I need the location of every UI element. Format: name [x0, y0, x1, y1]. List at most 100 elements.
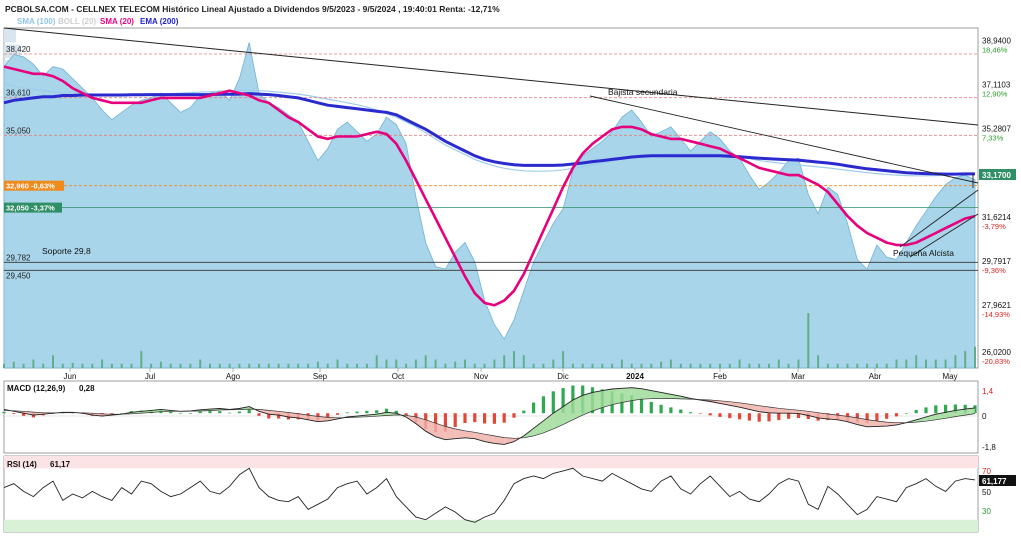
- volume-bar: [591, 363, 594, 368]
- macd-hist-bar: [2, 411, 6, 414]
- price-axis-tick: 38,9400: [982, 37, 1011, 46]
- volume-bar: [807, 313, 810, 368]
- sma20-line: [3, 65, 976, 307]
- price-axis-tick: 31,6214: [982, 213, 1011, 222]
- x-axis-label: Abr: [869, 372, 882, 381]
- volume-bar: [748, 363, 751, 368]
- macd-hist-bar: [512, 413, 516, 418]
- volume-bar: [258, 363, 260, 368]
- volume-bar: [61, 363, 64, 368]
- volume-bar: [826, 363, 829, 368]
- macd-fill-segment: [455, 428, 465, 439]
- annotation-support: Soporte 29,8: [42, 246, 91, 256]
- volume-bar: [326, 363, 329, 368]
- volume-bar: [866, 363, 869, 368]
- macd-fill-segment: [415, 417, 426, 432]
- last-price-label: 33,1700: [982, 171, 1011, 180]
- macd-hist-bar: [394, 410, 398, 414]
- macd-hist-bar: [924, 407, 928, 414]
- legend-sma100: SMA (100): [17, 17, 56, 26]
- macd-fill-segment: [945, 410, 956, 419]
- volume-bar: [964, 351, 967, 368]
- volume-bar: [699, 363, 702, 368]
- x-axis-label: Jul: [145, 372, 155, 381]
- volume-bar: [630, 363, 633, 368]
- volume-bar: [464, 359, 466, 368]
- volume-bar: [817, 355, 820, 368]
- volume-bar: [542, 363, 545, 368]
- macd-hist-bar: [561, 388, 565, 414]
- macd-fill-segment: [317, 416, 328, 422]
- volume-bar: [277, 363, 280, 368]
- volume-bar: [395, 359, 398, 368]
- macd-hist-bar: [404, 413, 408, 416]
- macd-hist-bar: [865, 413, 869, 424]
- volume-bar: [130, 363, 133, 368]
- long-downtrend-line: [3, 27, 979, 126]
- chart-title: PCBOLSA.COM - CELLNEX TELECOM Histórico …: [5, 4, 500, 14]
- volume-bar: [571, 363, 574, 368]
- macd-hist-bar: [522, 410, 526, 414]
- macd-tick-bottom: -1,8: [982, 443, 996, 452]
- volume-bar: [22, 363, 25, 368]
- macd-tick-zero: 0: [982, 412, 987, 421]
- volume-profile-bar: [4, 29, 16, 43]
- macd-fill-segment: [259, 409, 269, 415]
- macd-hist-bar: [473, 413, 477, 423]
- volume-bar: [562, 351, 565, 368]
- level-tag-box: [4, 180, 64, 191]
- macd-hist-bar: [443, 413, 447, 432]
- x-axis-labels: Jun Jul Ago Sep Oct Nov Dic 2024 Feb Mar Abr May: [64, 368, 958, 381]
- macd-fill-segment: [592, 390, 603, 411]
- volume-bar: [513, 351, 515, 368]
- volume-bar: [316, 361, 319, 368]
- volume-bar: [81, 363, 84, 368]
- macd-hist-bar: [698, 413, 702, 414]
- rsi-tick-30: 30: [982, 507, 991, 516]
- macd-fill-segment: [553, 406, 564, 429]
- macd-hist-bar: [767, 413, 771, 422]
- volume-bar: [905, 359, 908, 368]
- price-axis-pct: -3,79%: [982, 222, 1006, 231]
- level-tag-box: [4, 202, 62, 213]
- volume-bar: [120, 363, 123, 368]
- price-axis-pct: 12,90%: [982, 90, 1008, 99]
- x-axis-label: Mar: [791, 372, 805, 381]
- macd-hist-bar: [208, 411, 212, 414]
- macd-fill-segment: [916, 417, 926, 423]
- volume-bar: [32, 359, 35, 368]
- macd-hist-bar: [483, 413, 487, 424]
- macd-fill-segment: [464, 430, 475, 439]
- macd-fill-segment: [925, 414, 936, 422]
- macd-fill-segment: [651, 390, 662, 399]
- volume-bar: [199, 359, 202, 368]
- volume-bar: [375, 355, 378, 368]
- volume-bar: [365, 363, 368, 368]
- volume-bar: [238, 363, 241, 368]
- volume-bar: [758, 363, 761, 368]
- volume-bar: [414, 359, 417, 368]
- macd-hist-bar: [551, 391, 555, 414]
- x-axis-label: Nov: [474, 372, 488, 381]
- volume-bar: [91, 363, 94, 368]
- macd-hist-bar: [326, 413, 330, 418]
- x-axis-label: Dic: [557, 372, 569, 381]
- macd-hist-bar: [198, 411, 202, 414]
- macd-fill-segment: [818, 412, 828, 419]
- volume-bar: [611, 363, 614, 368]
- volume-bar: [140, 351, 143, 368]
- macd-hist-bar: [532, 402, 536, 414]
- macd-fill-segment: [621, 387, 632, 403]
- volume-bar: [669, 359, 672, 368]
- price-axis-tick: 35,2807: [982, 125, 1011, 134]
- macd-fill-segment: [719, 400, 730, 406]
- rsi-tick-50: 50: [982, 488, 991, 497]
- macd-fill-segment: [425, 419, 436, 437]
- volume-bar: [110, 363, 113, 368]
- volume-bar: [728, 363, 731, 368]
- annotation-bajista: Bajista secundaria: [608, 87, 678, 97]
- volume-bar: [209, 363, 211, 368]
- macd-hist-bar: [806, 413, 810, 419]
- macd-hist-bar: [934, 405, 938, 414]
- macd-fill-segment: [376, 412, 387, 417]
